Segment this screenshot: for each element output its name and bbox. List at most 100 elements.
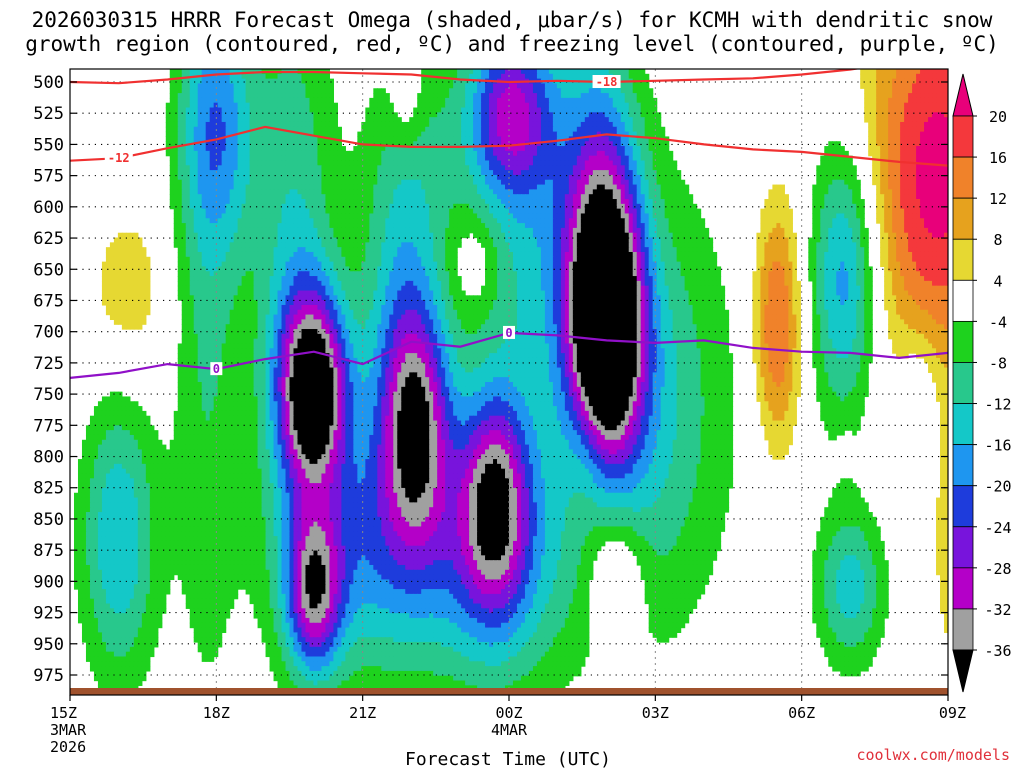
- omega-cell: [193, 97, 199, 104]
- omega-cell: [628, 189, 634, 195]
- omega-cell: [556, 83, 562, 89]
- omega-cell: [325, 170, 331, 176]
- omega-cell: [924, 155, 929, 162]
- omega-cell: [880, 126, 885, 133]
- omega-cell: [365, 112, 370, 118]
- omega-cell: [497, 141, 502, 147]
- omega-cell: [944, 121, 948, 128]
- omega-cell: [524, 73, 530, 80]
- omega-cell: [373, 174, 378, 181]
- omega-cell: [329, 107, 334, 113]
- omega-cell: [285, 93, 291, 99]
- omega-cell: [812, 194, 817, 200]
- omega-cell: [820, 174, 825, 181]
- omega-cell: [828, 194, 833, 200]
- omega-cell: [201, 150, 207, 157]
- omega-cell: [904, 117, 909, 123]
- omega-cell: [908, 88, 913, 94]
- omega-cell: [313, 107, 319, 113]
- omega-cell: [596, 213, 602, 219]
- omega-cell: [544, 218, 550, 224]
- omega-cell: [453, 146, 458, 152]
- omega-cell: [888, 117, 893, 123]
- omega-cell: [604, 126, 610, 133]
- omega-cell: [848, 218, 853, 224]
- omega-cell: [377, 174, 382, 181]
- omega-cell: [656, 141, 662, 147]
- omega-cell: [888, 170, 893, 176]
- omega-cell: [245, 97, 251, 104]
- omega-cell: [429, 112, 434, 118]
- omega-cell: [181, 121, 187, 128]
- omega-cell: [441, 78, 446, 85]
- omega-cell: [520, 121, 526, 128]
- omega-cell: [564, 121, 570, 128]
- omega-cell: [524, 126, 530, 133]
- omega-cell: [353, 174, 358, 181]
- omega-cell: [385, 131, 390, 138]
- omega-cell: [457, 160, 462, 166]
- omega-cell: [884, 131, 889, 138]
- omega-cell: [281, 150, 287, 157]
- omega-cell: [588, 179, 594, 186]
- omega-cell: [409, 121, 414, 128]
- omega-cell: [461, 78, 466, 85]
- omega-cell: [177, 170, 183, 176]
- omega-cell: [253, 88, 259, 94]
- omega-cell: [249, 141, 255, 147]
- omega-cell: [548, 93, 554, 99]
- omega-cell: [696, 208, 702, 215]
- omega-cell: [568, 227, 574, 234]
- omega-cell: [524, 218, 530, 224]
- omega-cell: [465, 213, 470, 219]
- omega-cell: [325, 184, 331, 190]
- omega-cell: [640, 160, 646, 166]
- omega-cell: [580, 97, 586, 104]
- omega-cell: [540, 93, 546, 99]
- omega-cell: [465, 208, 470, 215]
- omega-cell: [532, 227, 538, 234]
- omega-cell: [836, 194, 841, 200]
- omega-cell: [680, 189, 686, 195]
- omega-cell: [229, 136, 235, 142]
- omega-cell: [185, 208, 191, 215]
- omega-cell: [904, 165, 909, 171]
- omega-cell: [277, 93, 283, 99]
- omega-cell: [465, 69, 470, 75]
- omega-cell: [429, 126, 434, 133]
- omega-cell: [568, 126, 574, 133]
- omega-cell: [532, 146, 538, 152]
- omega-cell: [205, 189, 211, 195]
- omega-cell: [884, 170, 889, 176]
- omega-cell: [576, 131, 582, 138]
- omega-cell: [429, 150, 434, 157]
- omega-cell: [249, 146, 255, 152]
- omega-cell: [185, 150, 191, 157]
- omega-cell: [269, 189, 275, 195]
- omega-cell: [880, 179, 885, 186]
- omega-cell: [469, 112, 474, 118]
- omega-cell: [257, 165, 263, 171]
- omega-cell: [592, 160, 598, 166]
- omega-cell: [477, 146, 482, 152]
- omega-cell: [616, 121, 622, 128]
- omega-cell: [872, 174, 877, 181]
- omega-cell: [445, 88, 450, 94]
- omega-cell: [405, 121, 410, 128]
- omega-cell: [341, 179, 346, 186]
- omega-cell: [365, 150, 370, 157]
- omega-cell: [600, 179, 606, 186]
- omega-cell: [932, 194, 937, 200]
- omega-cell: [453, 136, 458, 142]
- omega-cell: [512, 97, 518, 104]
- omega-cell: [481, 73, 486, 80]
- omega-cell: [477, 160, 482, 166]
- omega-cell: [441, 208, 446, 215]
- omega-cell: [564, 189, 570, 195]
- omega-cell: [572, 218, 578, 224]
- omega-cell: [361, 150, 366, 157]
- omega-cell: [453, 199, 458, 205]
- omega-cell: [457, 165, 462, 171]
- omega-cell: [672, 213, 678, 219]
- omega-cell: [237, 112, 243, 118]
